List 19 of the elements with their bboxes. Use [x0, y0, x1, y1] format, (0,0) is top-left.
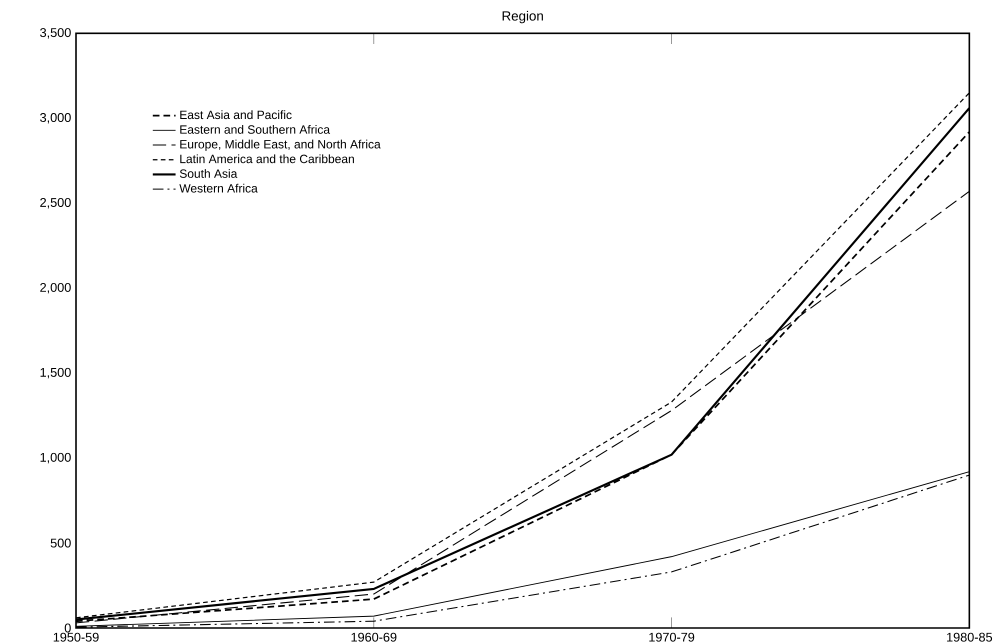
y-tick-label: 0 — [64, 624, 71, 632]
x-tick-label: 1970-79 — [649, 632, 694, 642]
y-tick-label: 3,500 — [40, 28, 71, 39]
x-tick-label: 1950-59 — [54, 632, 99, 642]
x-tick-label: 1960-69 — [352, 632, 396, 642]
legend-label: East Asia and Pacific — [180, 110, 292, 120]
legend-label: South Asia — [180, 169, 238, 178]
legend-label: Latin America and the Caribbean — [180, 154, 354, 164]
y-tick-label: 3,000 — [40, 113, 71, 124]
x-tick-label: 1980-85 — [947, 632, 992, 642]
y-tick-label: 2,000 — [40, 282, 71, 294]
y-tick-label: 2,500 — [40, 198, 71, 208]
y-tick-label: 1,500 — [40, 368, 71, 378]
legend-label: Western Africa — [179, 184, 258, 193]
legend-label: Europe, Middle East, and North Africa — [180, 140, 381, 151]
y-tick-label: 1,000 — [40, 452, 71, 464]
y-tick-label: 500 — [50, 538, 71, 548]
chart-title: Region — [502, 10, 543, 24]
legend-label: Eastern and Southern Africa — [180, 124, 330, 134]
